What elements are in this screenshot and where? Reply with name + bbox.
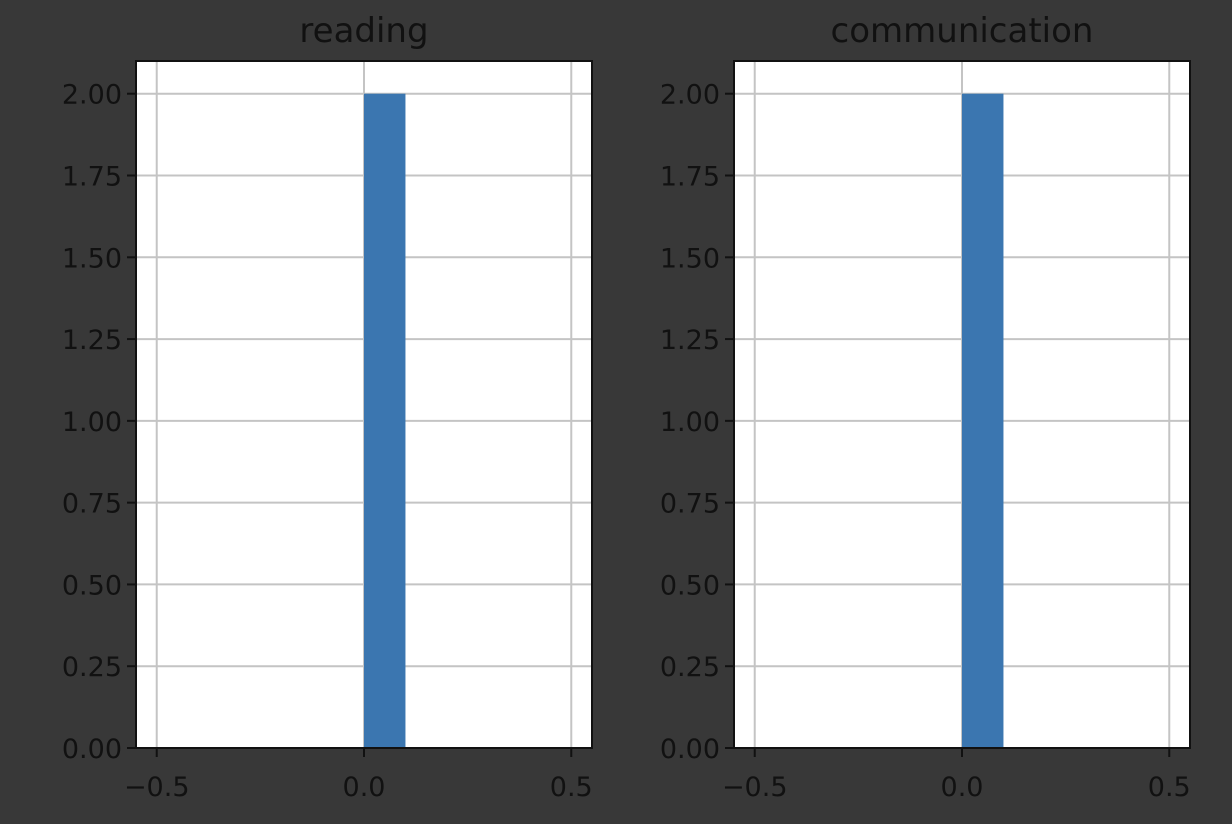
y-tick-label: 0.75 [660, 489, 720, 520]
x-tick-label: 0.0 [343, 772, 386, 803]
y-tick-label: 2.00 [62, 80, 122, 111]
y-tick-label: 1.00 [660, 407, 720, 438]
histogram-bar [962, 93, 1004, 748]
y-tick-label: 0.00 [62, 734, 122, 765]
y-tick-label: 0.50 [62, 570, 122, 601]
subplot-title: reading [299, 11, 428, 51]
y-tick-label: 1.25 [62, 325, 122, 356]
y-tick-label: 0.25 [62, 652, 122, 683]
y-tick-label: 0.75 [62, 489, 122, 520]
x-tick-label: −0.5 [722, 772, 788, 803]
y-tick-label: 0.25 [660, 652, 720, 683]
y-tick-label: 1.75 [62, 162, 122, 193]
x-tick-label: 0.5 [550, 772, 593, 803]
y-tick-label: 1.25 [660, 325, 720, 356]
y-tick-label: 1.50 [62, 243, 122, 274]
y-tick-label: 0.50 [660, 570, 720, 601]
y-tick-label: 1.50 [660, 243, 720, 274]
x-tick-label: 0.5 [1148, 772, 1191, 803]
subplot-1: 0.00 0.25 0.50 0.75 1.00 1.25 1.50 1.75 2.00 −0.5… [62, 11, 593, 803]
x-tick-label: 0.0 [941, 772, 984, 803]
subplot-2: 0.00 0.25 0.50 0.75 1.00 1.25 1.50 1.75 2.00 −0.5… [660, 11, 1191, 803]
y-tick-label: 1.75 [660, 162, 720, 193]
histogram-bar [364, 93, 406, 748]
y-tick-label: 2.00 [660, 80, 720, 111]
y-tick-label: 0.00 [660, 734, 720, 765]
y-tick-label: 1.00 [62, 407, 122, 438]
subplot-title: communication [831, 11, 1094, 51]
x-tick-label: −0.5 [124, 772, 190, 803]
